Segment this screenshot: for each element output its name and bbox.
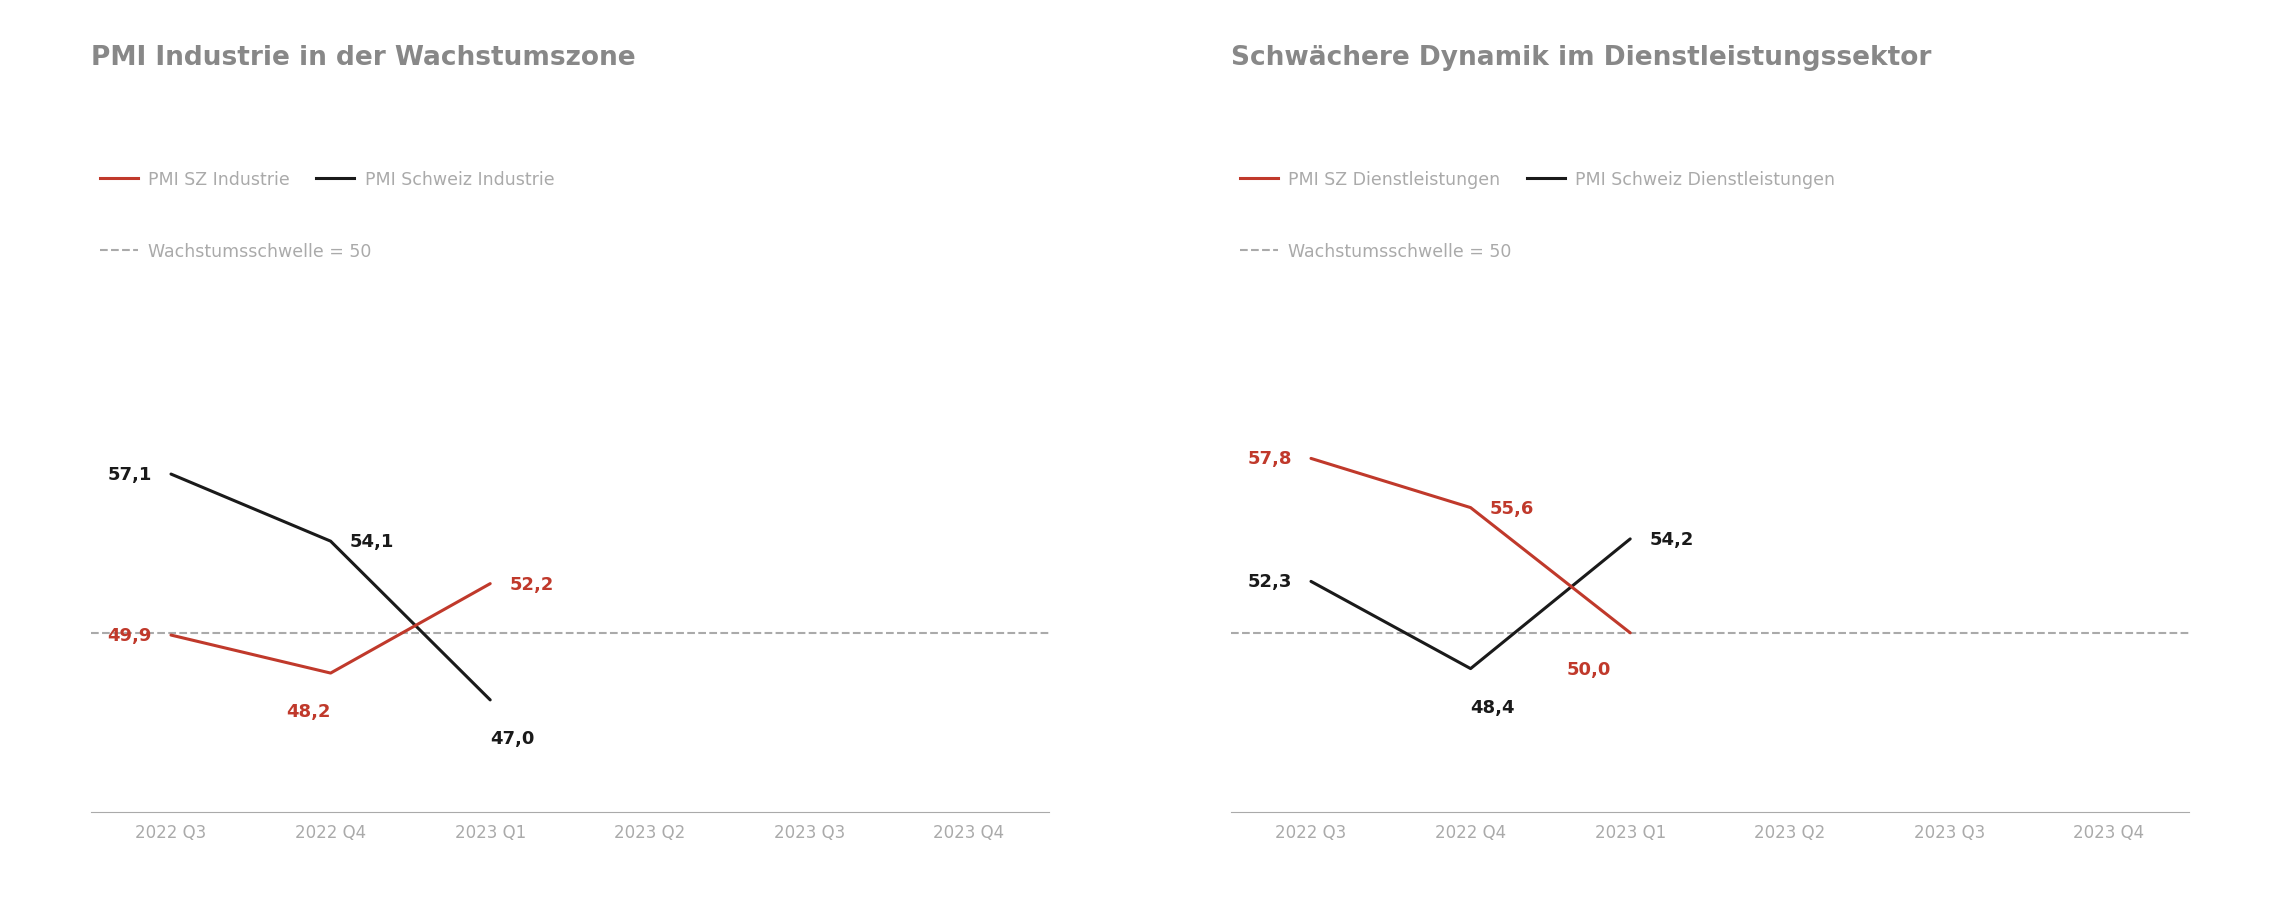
Legend: Wachstumsschwelle = 50: Wachstumsschwelle = 50 <box>1240 244 1512 262</box>
Text: PMI Industrie in der Wachstumszone: PMI Industrie in der Wachstumszone <box>91 45 636 71</box>
Legend: Wachstumsschwelle = 50: Wachstumsschwelle = 50 <box>100 244 372 262</box>
Text: 57,1: 57,1 <box>107 465 153 483</box>
Text: 49,9: 49,9 <box>107 626 153 644</box>
Text: 47,0: 47,0 <box>490 729 534 747</box>
Text: Schwächere Dynamik im Dienstleistungssektor: Schwächere Dynamik im Dienstleistungssek… <box>1231 45 1931 71</box>
Text: 48,4: 48,4 <box>1471 698 1516 716</box>
Text: 48,2: 48,2 <box>285 703 331 721</box>
Text: 57,8: 57,8 <box>1247 450 1293 468</box>
Text: 52,2: 52,2 <box>508 575 554 593</box>
Text: 55,6: 55,6 <box>1489 499 1534 517</box>
Text: 54,2: 54,2 <box>1648 530 1694 548</box>
Text: 54,1: 54,1 <box>349 532 394 550</box>
Text: 52,3: 52,3 <box>1247 573 1293 591</box>
Text: 50,0: 50,0 <box>1566 660 1612 678</box>
